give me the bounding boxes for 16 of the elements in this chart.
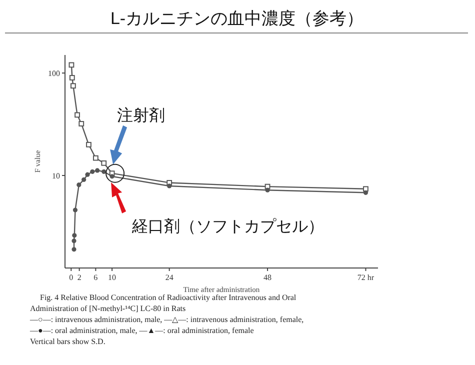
annotation: 注射剤 <box>117 106 166 124</box>
text: Vertical bars show S.D. <box>30 337 106 346</box>
x-tick-label: 2 <box>77 273 82 282</box>
x-tick-label: 0 <box>69 273 74 282</box>
x-tick-label: 6 <box>94 273 98 282</box>
text: —○—: intravenous administration, male, —△—: intravenous administration, female, <box>29 315 304 324</box>
annotation: 経口剤（ソフトカプセル） <box>131 217 324 236</box>
chart-title: L-カルニチンの血中濃度（参考） <box>110 9 364 28</box>
x-tick-label: 10 <box>108 273 116 282</box>
text: Administration of [N-methyl-¹⁴C] LC-80 in Rats <box>30 304 186 313</box>
text: —●—: oral administration, male, —▲—: oral administration, female <box>29 326 254 335</box>
x-tick-label: 24 <box>165 273 174 282</box>
y-tick-label: 100 <box>48 69 60 78</box>
caption: Fig. 4 Relative Blood Concentration of Radioactivity after Intravenous and Oral <box>40 293 297 302</box>
x-tick-label: 72 hr <box>357 273 374 282</box>
x-tick-label: 48 <box>264 273 272 282</box>
